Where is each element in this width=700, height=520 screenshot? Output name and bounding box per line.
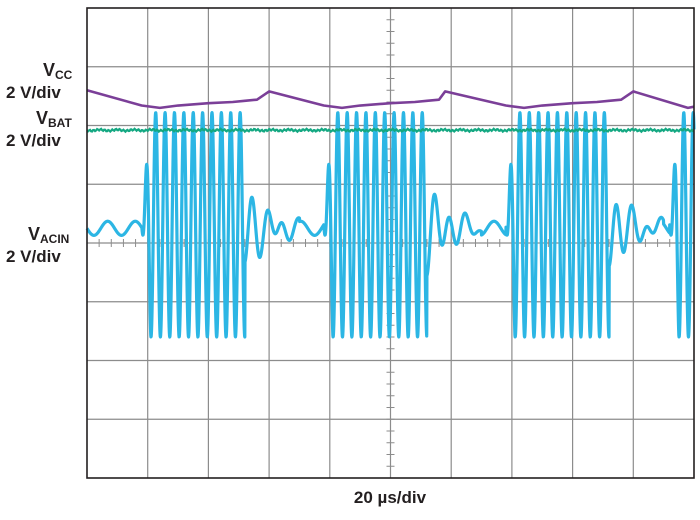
vacin-scale-label: 2 V/div	[6, 247, 61, 266]
vcc-trace	[86, 88, 695, 110]
vbat-trace	[86, 127, 695, 134]
vcc-channel-label: VCC 2 V/div	[6, 60, 73, 102]
plot-frame	[86, 7, 695, 479]
x-axis-label: 20 µs/div	[354, 488, 427, 507]
vbat-channel-label: VBAT 2 V/div	[6, 108, 72, 150]
svg-text:VBAT: VBAT	[36, 108, 72, 130]
vcc-label-sub: CC	[55, 68, 73, 82]
chart-traces	[85, 88, 696, 339]
vcc-scale-label: 2 V/div	[6, 83, 61, 102]
vbat-label-sub: BAT	[48, 116, 72, 130]
vacin-label-sub: ACIN	[40, 232, 69, 246]
svg-text:VACIN: VACIN	[28, 224, 69, 246]
vbat-scale-label: 2 V/div	[6, 131, 61, 150]
vacin-label-main: V	[28, 224, 40, 244]
vcc-label-main: V	[43, 60, 55, 80]
vbat-label-main: V	[36, 108, 48, 128]
svg-text:VCC: VCC	[43, 60, 73, 82]
vacin-channel-label: VACIN 2 V/div	[6, 224, 69, 266]
vacin-trace	[85, 110, 696, 339]
